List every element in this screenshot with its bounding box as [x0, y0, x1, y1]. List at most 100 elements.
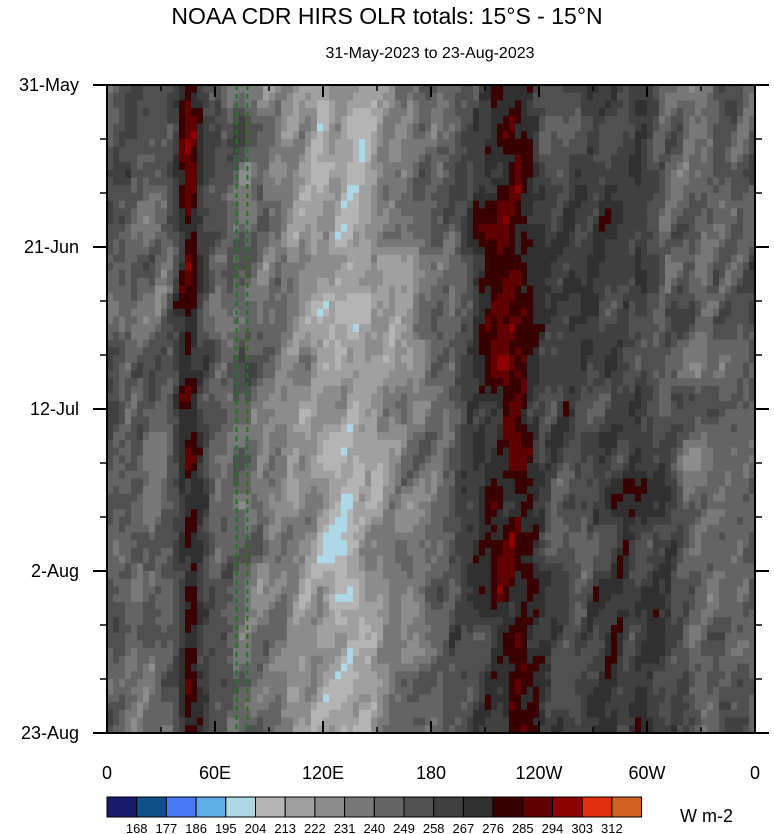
heatmap-cell: [407, 123, 414, 132]
heatmap-cell: [437, 270, 444, 279]
heatmap-cell: [491, 385, 498, 395]
heatmap-cell: [467, 331, 474, 341]
heatmap-cell: [263, 169, 270, 179]
heatmap-cell: [359, 301, 366, 310]
heatmap-cell: [491, 347, 498, 356]
heatmap-cell: [599, 231, 606, 240]
heatmap-cell: [413, 254, 420, 264]
heatmap-cell: [173, 146, 180, 156]
heatmap-cell: [215, 154, 222, 163]
heatmap-cell: [287, 385, 294, 395]
heatmap-cell: [479, 247, 486, 256]
heatmap-cell: [545, 231, 552, 240]
heatmap-cell: [173, 424, 180, 433]
heatmap-cell: [719, 277, 726, 287]
heatmap-cell: [473, 115, 480, 125]
heatmap-cell: [215, 416, 222, 426]
heatmap-cell: [167, 139, 174, 148]
heatmap-cell: [635, 424, 642, 433]
heatmap-cell: [155, 393, 162, 402]
heatmap-cell: [551, 177, 558, 186]
heatmap-cell: [113, 146, 120, 156]
heatmap-cell: [437, 401, 444, 410]
heatmap-cell: [719, 200, 726, 210]
heatmap-cell: [263, 193, 270, 202]
heatmap-cell: [329, 424, 336, 433]
heatmap-cell: [191, 100, 198, 109]
heatmap-cell: [617, 347, 624, 356]
heatmap-cell: [485, 308, 492, 318]
heatmap-cell: [557, 347, 564, 356]
heatmap-cell: [647, 324, 654, 333]
heatmap-cell: [371, 331, 378, 341]
heatmap-cell: [743, 355, 750, 364]
heatmap-cell: [695, 401, 702, 410]
heatmap-cell: [497, 92, 504, 102]
heatmap-cell: [347, 401, 354, 410]
heatmap-cell: [293, 270, 300, 279]
heatmap-cell: [461, 131, 468, 140]
heatmap-cell: [509, 131, 516, 140]
heatmap-cell: [707, 108, 714, 117]
heatmap-cell: [263, 262, 270, 271]
heatmap-cell: [173, 378, 180, 387]
heatmap-cell: [449, 301, 456, 310]
heatmap-cell: [587, 308, 594, 318]
heatmap-cell: [551, 185, 558, 194]
heatmap-cell: [293, 254, 300, 264]
heatmap-cell: [557, 123, 564, 132]
heatmap-cell: [533, 316, 540, 325]
heatmap-cell: [581, 231, 588, 240]
heatmap-cell: [131, 308, 138, 318]
heatmap-cell: [713, 293, 720, 302]
heatmap-cell: [263, 316, 270, 325]
heatmap-cell: [647, 409, 654, 418]
heatmap-cell: [563, 131, 570, 140]
heatmap-cell: [455, 409, 462, 418]
heatmap-cell: [539, 139, 546, 148]
heatmap-cell: [395, 409, 402, 418]
heatmap-cell: [443, 331, 450, 341]
heatmap-cell: [491, 362, 498, 372]
heatmap-cell: [503, 270, 510, 279]
heatmap-cell: [539, 385, 546, 395]
heatmap-cell: [311, 208, 318, 217]
heatmap-cell: [515, 200, 522, 210]
heatmap-cell: [581, 378, 588, 387]
heatmap-cell: [323, 401, 330, 410]
heatmap-cell: [329, 324, 336, 333]
heatmap-cell: [143, 239, 150, 248]
heatmap-cell: [347, 231, 354, 240]
heatmap-cell: [593, 308, 600, 318]
heatmap-cell: [557, 262, 564, 271]
heatmap-cell: [509, 416, 516, 426]
heatmap-cell: [155, 169, 162, 179]
heatmap-cell: [497, 293, 504, 302]
heatmap-cell: [299, 169, 306, 179]
heatmap-cell: [203, 355, 210, 364]
heatmap-cell: [485, 131, 492, 140]
heatmap-cell: [437, 162, 444, 171]
heatmap-cell: [425, 247, 432, 256]
heatmap-cell: [683, 432, 690, 441]
heatmap-cell: [599, 416, 606, 426]
heatmap-cell: [701, 362, 708, 372]
heatmap-cell: [419, 378, 426, 387]
heatmap-cell: [563, 154, 570, 163]
heatmap-cell: [671, 169, 678, 179]
heatmap-cell: [503, 424, 510, 433]
heatmap-cell: [293, 347, 300, 356]
heatmap-cell: [197, 370, 204, 379]
heatmap-cell: [533, 154, 540, 163]
heatmap-cell: [407, 208, 414, 217]
heatmap-cell: [365, 347, 372, 356]
heatmap-cell: [617, 139, 624, 148]
heatmap-cell: [245, 401, 252, 410]
heatmap-cell: [179, 115, 186, 125]
heatmap-cell: [227, 254, 234, 264]
heatmap-cell: [545, 208, 552, 217]
heatmap-cell: [647, 85, 654, 94]
heatmap-cell: [551, 277, 558, 287]
heatmap-cell: [629, 115, 636, 125]
heatmap-cell: [341, 316, 348, 325]
